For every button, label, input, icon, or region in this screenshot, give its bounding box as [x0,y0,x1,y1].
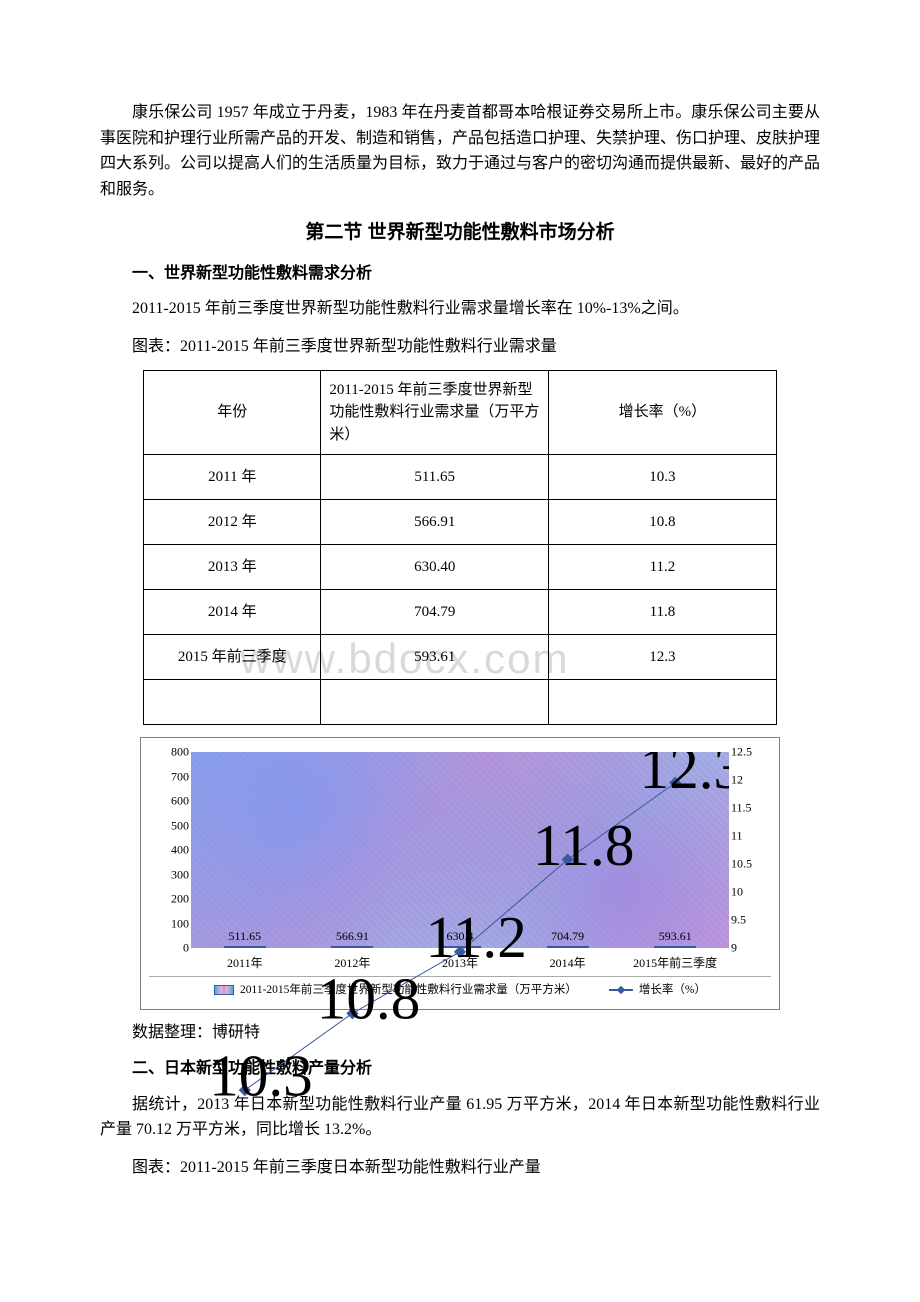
table-cell [549,680,777,725]
intro-paragraph: 康乐保公司 1957 年成立于丹麦，1983 年在丹麦首都哥本哈根证券交易所上市… [100,100,820,202]
table-cell [321,680,549,725]
table-cell: 2012 年 [144,500,321,545]
chart-plot-area: 0100200300400500600700800 99.51010.51111… [149,746,771,976]
chart-x-axis: 2011年2012年2013年2014年2015年前三季度 [191,948,729,976]
page-content: www.bdocx.com 康乐保公司 1957 年成立于丹麦，1983 年在丹… [100,100,820,1180]
table-cell: 704.79 [321,590,549,635]
table-header-row: 年份 2011-2015 年前三季度世界新型功能性敷料行业需求量（万平方米） 增… [144,370,777,455]
legend-line-swatch [609,989,633,991]
subsection-1-title: 一、世界新型功能性敷料需求分析 [100,261,820,287]
table-header: 年份 [144,370,321,455]
table-header: 2011-2015 年前三季度世界新型功能性敷料行业需求量（万平方米） [321,370,549,455]
table-cell: 511.65 [321,455,549,500]
table-row: 2014 年 704.79 11.8 [144,590,777,635]
table-cell: 566.91 [321,500,549,545]
table-header: 增长率（%） [549,370,777,455]
demand-chart: 0100200300400500600700800 99.51010.51111… [140,737,780,1010]
table-row: 2012 年 566.91 10.8 [144,500,777,545]
subsection-1-paragraph: 2011-2015 年前三季度世界新型功能性敷料行业需求量增长率在 10%-13… [100,296,820,322]
table-row: 2011 年 511.65 10.3 [144,455,777,500]
chart-y-right-axis: 99.51010.51111.51212.5 [731,752,771,948]
table-cell: 2015 年前三季度 [144,635,321,680]
data-source: 数据整理：博研特 [100,1020,820,1046]
table-cell: 11.2 [549,545,777,590]
chart-bars: 511.65566.91630.4704.79593.61 [191,752,729,948]
table-cell: 593.61 [321,635,549,680]
table-cell: 12.3 [549,635,777,680]
table-cell: 10.3 [549,455,777,500]
chart-legend: 2011-2015年前三季度世界新型功能性敷料行业需求量（万平方米） 增长率（%… [149,976,771,1003]
chart-y-left-axis: 0100200300400500600700800 [149,752,189,948]
table-row: 2013 年 630.40 11.2 [144,545,777,590]
legend-bar-swatch [214,985,234,995]
demand-table: 年份 2011-2015 年前三季度世界新型功能性敷料行业需求量（万平方米） 增… [143,370,777,726]
subsection-2-paragraph: 据统计，2013 年日本新型功能性敷料行业产量 61.95 万平方米，2014 … [100,1092,820,1143]
legend-bar-label: 2011-2015年前三季度世界新型功能性敷料行业需求量（万平方米） [240,981,577,999]
table-row [144,680,777,725]
table-cell: 10.8 [549,500,777,545]
table-caption: 图表：2011-2015 年前三季度世界新型功能性敷料行业需求量 [100,334,820,360]
table2-caption: 图表：2011-2015 年前三季度日本新型功能性敷料行业产量 [100,1155,820,1181]
table-cell: 630.40 [321,545,549,590]
subsection-2-title: 二、日本新型功能性敷料产量分析 [100,1056,820,1082]
table-cell: 2014 年 [144,590,321,635]
legend-line-label: 增长率（%） [639,981,706,999]
table-cell: 11.8 [549,590,777,635]
section-title: 第二节 世界新型功能性敷料市场分析 [100,218,820,248]
table-cell [144,680,321,725]
table-cell: 2013 年 [144,545,321,590]
table-row: 2015 年前三季度 593.61 12.3 [144,635,777,680]
table-cell: 2011 年 [144,455,321,500]
